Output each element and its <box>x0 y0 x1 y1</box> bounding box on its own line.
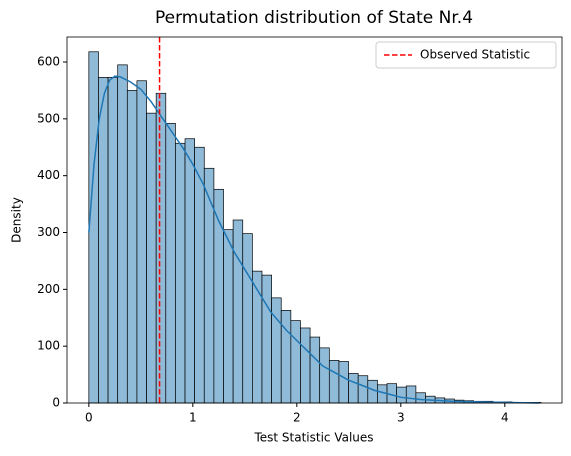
bar <box>223 229 234 404</box>
bar <box>405 385 417 404</box>
bar <box>396 386 407 404</box>
bar <box>146 112 157 404</box>
bar <box>319 347 330 404</box>
bar <box>126 90 138 404</box>
bar <box>357 375 369 404</box>
bar <box>367 379 378 404</box>
kde-line <box>88 75 540 404</box>
legend-box <box>375 41 557 69</box>
y-tick-label: 600 <box>37 55 60 69</box>
bar <box>175 142 186 404</box>
bar <box>88 51 99 404</box>
legend-label: Observed Statistic <box>420 48 530 62</box>
y-axis-label: Density <box>10 197 24 243</box>
bar <box>203 167 215 404</box>
bar <box>107 77 119 404</box>
x-tick-label: 4 <box>501 411 509 425</box>
plot-frame <box>66 36 563 404</box>
bar <box>280 310 292 404</box>
bar <box>232 219 244 404</box>
bar <box>415 392 426 404</box>
x-tick-label: 3 <box>397 411 405 425</box>
x-axis-label: Test Statistic Values <box>253 431 373 445</box>
x-tick-label: 1 <box>189 411 197 425</box>
bar <box>348 373 359 404</box>
bar <box>184 138 195 404</box>
y-tick-label: 500 <box>37 111 60 125</box>
y-tick-label: 300 <box>37 225 60 239</box>
bar <box>309 336 321 404</box>
bar <box>194 146 205 404</box>
bar <box>155 92 167 404</box>
bar <box>165 123 176 404</box>
bar <box>300 327 311 404</box>
bar <box>261 274 272 404</box>
x-tick-label: 0 <box>85 411 93 425</box>
bar <box>328 360 340 404</box>
bar <box>136 80 147 404</box>
y-tick-label: 0 <box>52 396 60 410</box>
chart-title: Permutation distribution of State Nr.4 <box>155 8 473 28</box>
y-tick-label: 400 <box>37 168 60 182</box>
bar <box>242 233 253 404</box>
bar <box>290 320 301 404</box>
bar <box>338 361 349 404</box>
bar <box>98 77 109 404</box>
bar <box>117 64 128 404</box>
y-tick-label: 100 <box>37 339 60 353</box>
y-tick-label: 200 <box>37 282 60 296</box>
x-tick-label: 2 <box>293 411 301 425</box>
